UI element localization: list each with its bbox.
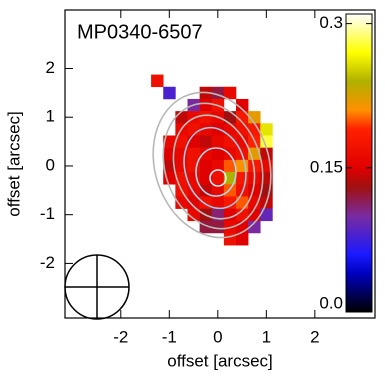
- pixel: [260, 123, 272, 135]
- pixel: [200, 135, 212, 147]
- pixel: [236, 123, 248, 135]
- y-tick-label: 1: [46, 107, 55, 126]
- beam: [65, 255, 129, 319]
- pixel: [236, 196, 248, 208]
- x-tick-label: -2: [113, 327, 128, 346]
- y-tick-label: -2: [40, 253, 55, 272]
- pixel: [212, 172, 224, 184]
- colorbar-tick-label: 0.0: [319, 293, 343, 312]
- x-axis-label: offset [arcsec]: [167, 351, 273, 370]
- pixel: [151, 75, 163, 87]
- chart-title: MP0340-6507: [77, 21, 203, 43]
- pixel: [212, 221, 224, 233]
- colorbar-tick-label: 0.3: [319, 13, 343, 32]
- colorbar: [346, 14, 372, 312]
- colorbar-tick-label: 0.15: [310, 157, 343, 176]
- x-tick-label: 2: [310, 327, 319, 346]
- pixel: [175, 160, 187, 172]
- y-axis-label: offset [arcsec]: [4, 111, 23, 217]
- pixel: [224, 184, 236, 196]
- y-tick-label: 0: [46, 155, 55, 174]
- pixel: [200, 111, 212, 123]
- pixel: [224, 123, 236, 135]
- x-tick-label: 1: [262, 327, 271, 346]
- pixel: [187, 148, 199, 160]
- y-tick-label: 2: [46, 58, 55, 77]
- pixel: [175, 111, 187, 123]
- x-tick-label: 0: [213, 327, 222, 346]
- pixel-map: [151, 75, 273, 246]
- pixel: [200, 160, 212, 172]
- pixel: [260, 209, 272, 221]
- pixel: [163, 87, 175, 99]
- pixel: [212, 135, 224, 147]
- x-tick-label: -1: [162, 327, 177, 346]
- y-tick-label: -1: [40, 204, 55, 223]
- pixel: [200, 99, 212, 111]
